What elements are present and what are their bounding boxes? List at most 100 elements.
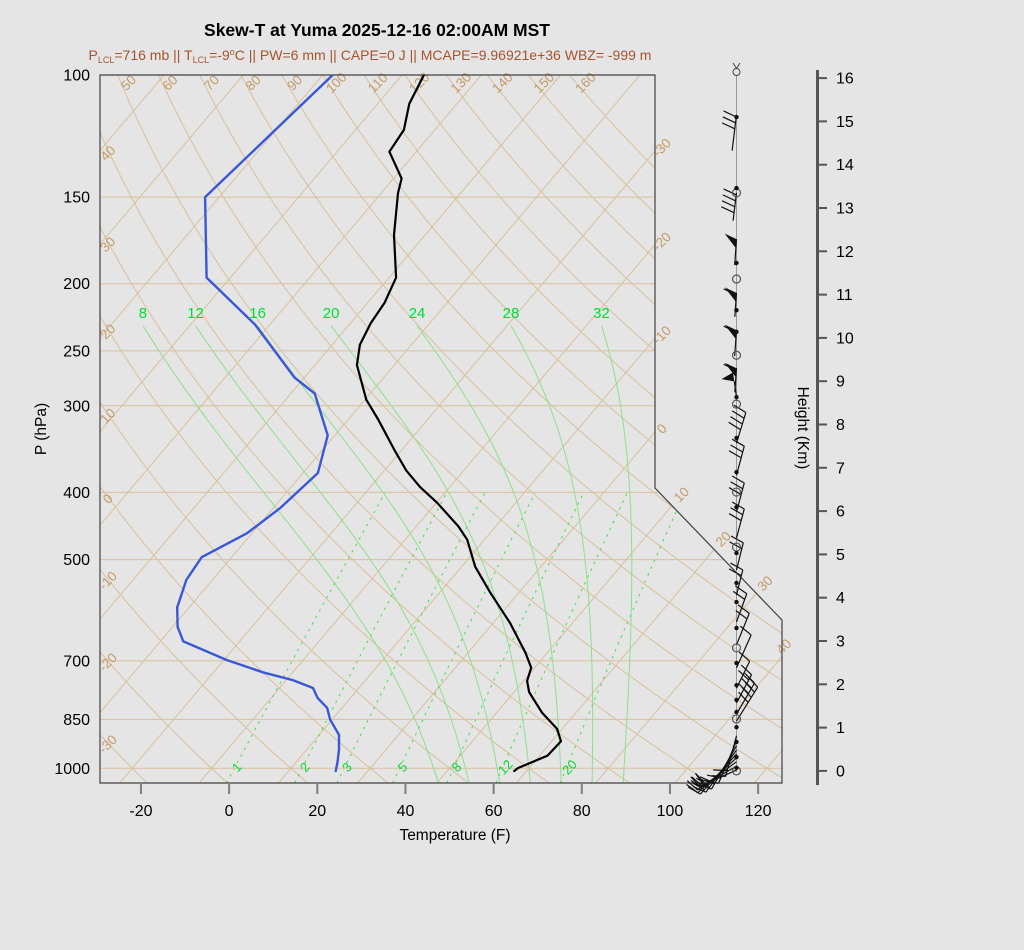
temp-tick-label: -20 xyxy=(129,803,152,820)
subtitle-fragment: LCL xyxy=(97,55,115,65)
wind-barb-feather xyxy=(738,651,751,662)
dry-adiabat-line xyxy=(100,75,148,783)
isotherm-edge-label: 10 xyxy=(671,484,692,505)
moist-adiabat-label: 12 xyxy=(187,305,204,322)
height-tick-label: 16 xyxy=(836,71,854,88)
temp-tick-label: 120 xyxy=(745,803,772,820)
wind-barb-feather xyxy=(734,585,748,595)
wind-barb-feather xyxy=(723,110,737,118)
height-tick-label: 3 xyxy=(836,634,845,651)
height-tick-label: 0 xyxy=(836,763,845,780)
wind-barb-shaft xyxy=(735,569,744,596)
isotherm-edge-label: 20 xyxy=(713,528,734,549)
dry-adiabat-line xyxy=(281,75,782,783)
mixing-ratio-line xyxy=(446,492,585,783)
level-dot-marker xyxy=(734,435,739,441)
dry-adiabat-label: 160 xyxy=(572,70,599,97)
dry-adiabat-line xyxy=(100,75,630,783)
wind-barb-feather xyxy=(738,669,750,681)
moist-adiabat-line xyxy=(510,325,594,783)
wind-barb-feather xyxy=(721,200,736,208)
isotherm-line xyxy=(100,75,482,783)
subtitle-fragment: =716 mb || T xyxy=(114,47,193,63)
wind-barb-feather xyxy=(735,610,748,620)
height-tick-label: 15 xyxy=(836,114,854,131)
dry-adiabat-line xyxy=(100,75,469,783)
wind-barb-feather xyxy=(740,664,752,676)
isotherm-edge-label: 0 xyxy=(654,421,670,437)
temp-tick-label: 20 xyxy=(308,803,326,820)
height-tick-label: 7 xyxy=(836,460,845,477)
moist-adiabat-label: 8 xyxy=(139,305,147,322)
wind-barb-pennant xyxy=(721,372,735,382)
level-circle-marker xyxy=(731,399,742,409)
isotherm-line xyxy=(436,75,782,783)
height-tick-label: 6 xyxy=(836,504,845,521)
level-dot-marker xyxy=(734,754,739,760)
height-tick-label: 5 xyxy=(836,547,845,564)
level-dot-marker xyxy=(734,660,739,666)
subtitle-fragment: C || PW=6 mm || CAPE=0 J || MCAPE=9.9692… xyxy=(234,47,652,63)
level-circle-marker xyxy=(731,643,742,653)
wind-barb-feather xyxy=(730,481,744,490)
dry-adiabat-line xyxy=(240,75,782,783)
temperature-curve xyxy=(355,75,563,773)
subtitle-fragment: LCL xyxy=(192,55,210,65)
isotherm-line xyxy=(119,75,720,783)
wind-barb-feather xyxy=(738,691,749,703)
pressure-tick-label: 850 xyxy=(63,712,90,729)
moist-adiabat-label: 24 xyxy=(409,305,426,322)
subtitle-fragment: o xyxy=(229,47,235,57)
level-circle-marker xyxy=(731,274,742,284)
moist-adiabat-label: 16 xyxy=(249,305,266,322)
height-tick-label: 11 xyxy=(836,287,853,304)
height-tick-label: 10 xyxy=(836,330,854,347)
level-dot-marker xyxy=(734,260,739,266)
temp-axis-title: Temperature (F) xyxy=(399,827,510,844)
wind-barb-feather xyxy=(728,421,741,431)
wind-barb-feather xyxy=(737,604,750,614)
wind-barb-shaft xyxy=(735,686,759,722)
height-tick-label: 4 xyxy=(836,590,845,607)
wind-barb-feather xyxy=(729,541,743,550)
wind-barb-feather xyxy=(728,450,742,459)
wind-barb-feather xyxy=(730,416,743,425)
height-tick-label: 9 xyxy=(836,374,845,391)
wind-barb-feather xyxy=(744,681,755,693)
wind-barb-feather xyxy=(732,590,746,600)
moist-adiabat-line xyxy=(601,325,633,783)
moist-adiabat-line xyxy=(257,325,501,783)
chart-subtitle: PLCL=716 mb || TLCL=-9oC || PW=6 mm || C… xyxy=(0,47,740,65)
isotherm-line xyxy=(100,75,323,783)
temp-tick-label: 100 xyxy=(657,803,684,820)
level-dot-marker xyxy=(734,724,739,730)
isotherm-line xyxy=(100,75,244,783)
plot-frame xyxy=(99,74,783,784)
dry-adiabat-label: 20 xyxy=(97,321,118,342)
pressure-tick-label: 100 xyxy=(63,68,90,85)
height-tick-label: 12 xyxy=(836,244,854,261)
wind-barb-feather xyxy=(731,438,745,447)
dry-adiabat-line xyxy=(404,75,782,783)
level-circle-marker xyxy=(731,714,742,724)
pressure-tick-label: 700 xyxy=(63,653,90,670)
moist-adiabat-line xyxy=(195,325,470,783)
dry-adiabat-line xyxy=(100,75,228,783)
wind-barb-feather xyxy=(722,194,736,202)
sounding-curves xyxy=(175,75,563,773)
wind-barb-feather xyxy=(723,188,737,196)
level-dot-marker xyxy=(734,739,739,745)
dry-adiabat-label: 150 xyxy=(531,70,558,97)
level-dot-marker xyxy=(734,469,739,475)
wind-barb-feather xyxy=(686,780,699,791)
wind-barb-pennant xyxy=(724,233,737,249)
wind-barb-feather xyxy=(739,625,752,636)
wind-barb-shaft xyxy=(733,381,738,398)
level-dot-marker xyxy=(734,580,739,586)
pressure-tick-label: 1000 xyxy=(54,761,90,778)
wind-barb-feather xyxy=(721,122,736,130)
level-circle-marker xyxy=(731,487,742,497)
height-tick-label: 8 xyxy=(836,417,845,434)
